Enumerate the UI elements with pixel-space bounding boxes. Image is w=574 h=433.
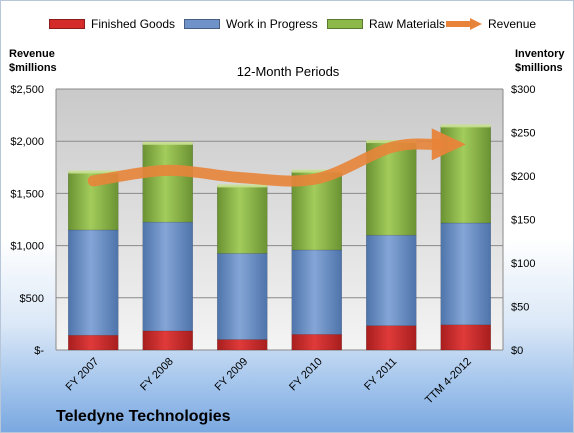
legend-finished-goods: Finished Goods [49, 17, 175, 31]
legend-swatch-work-in-progress [184, 19, 220, 29]
bar-finished-goods [142, 330, 193, 351]
right-tick-label: $50 [511, 302, 529, 314]
legend-swatch-finished-goods [49, 19, 85, 29]
right-tick-label: $300 [511, 84, 535, 96]
legend-work-in-progress: Work in Progress [184, 17, 318, 31]
legend-label-revenue: Revenue [488, 17, 537, 31]
right-axis-ticks: $0 $50 $100 $150 $200 $250 $300 [511, 84, 535, 357]
legend-label-finished-goods: Finished Goods [91, 17, 176, 31]
bar-finished-goods [217, 339, 268, 351]
bar-work-in-progress [142, 221, 193, 332]
left-tick-label: $1,000 [10, 241, 44, 253]
bar-top-bevel [217, 184, 268, 188]
bar-finished-goods [291, 334, 342, 351]
bar-work-in-progress [366, 234, 417, 326]
left-tick-label: $2,500 [10, 84, 44, 96]
company-name: Teledyne Technologies [56, 408, 231, 425]
left-axis-ticks: $- $500 $1,000 $1,500 $2,000 $2,500 [10, 84, 44, 357]
right-tick-label: $0 [511, 345, 523, 357]
bar-finished-goods [366, 325, 417, 351]
category-tick-label: TTM 4-2012 [423, 356, 474, 407]
legend-swatch-raw-materials [327, 19, 363, 29]
legend: Finished Goods Work in Progress Raw Mate… [1, 13, 573, 37]
bar-finished-goods [68, 334, 119, 351]
right-axis-title-line1: Inventory [515, 48, 565, 60]
left-tick-label: $2,000 [10, 136, 44, 148]
revenue-arrowhead [431, 128, 466, 161]
legend-raw-materials: Raw Materials [327, 17, 445, 31]
bar-finished-goods [440, 324, 491, 351]
category-tick-label: FY 2009 [213, 356, 251, 394]
left-axis-title-line2: $millions [9, 62, 57, 74]
legend-label-raw-materials: Raw Materials [369, 17, 446, 31]
chart-subtitle: 12-Month Periods [236, 64, 340, 79]
bar-work-in-progress [440, 222, 491, 326]
revenue-line [87, 138, 444, 187]
category-tick-label: FY 2008 [138, 356, 176, 394]
plot-area [56, 89, 503, 350]
category-axis-ticks: FY 2007 FY 2008 FY 2009 FY 2010 FY 2011 TTM 4… [64, 356, 474, 407]
legend-revenue: Revenue [444, 17, 536, 31]
revenue-line-group [87, 128, 466, 187]
bar-top-bevel [291, 169, 342, 173]
gridlines [55, 88, 504, 351]
bars-group [68, 124, 491, 351]
right-tick-label: $150 [511, 215, 535, 227]
category-tick-label: FY 2007 [64, 356, 102, 394]
bar-top-bevel [142, 141, 193, 145]
bar-raw-materials [142, 143, 193, 223]
bar-work-in-progress [217, 253, 268, 340]
bar-work-in-progress [68, 229, 119, 336]
left-tick-label: $1,500 [10, 188, 44, 200]
right-axis-title: Inventory $millions [515, 47, 565, 75]
left-axis-title-line1: Revenue [9, 48, 55, 60]
right-tick-label: $200 [511, 171, 535, 183]
right-tick-label: $100 [511, 258, 535, 270]
left-tick-label: $500 [20, 293, 44, 305]
bar-work-in-progress [291, 249, 342, 335]
legend-swatch-revenue [446, 18, 482, 30]
bar-top-bevel [68, 170, 119, 174]
bar-raw-materials [217, 186, 268, 254]
right-axis-title-line2: $millions [515, 62, 563, 74]
right-tick-label: $250 [511, 128, 535, 140]
category-tick-label: FY 2010 [287, 356, 325, 394]
bar-top-bevel [440, 124, 491, 128]
bar-top-bevel [366, 140, 417, 144]
left-axis-title: Revenue $millions [9, 47, 57, 75]
category-tick-label: FY 2011 [362, 356, 399, 393]
left-tick-label: $- [34, 345, 44, 357]
legend-label-work-in-progress: Work in Progress [226, 17, 318, 31]
